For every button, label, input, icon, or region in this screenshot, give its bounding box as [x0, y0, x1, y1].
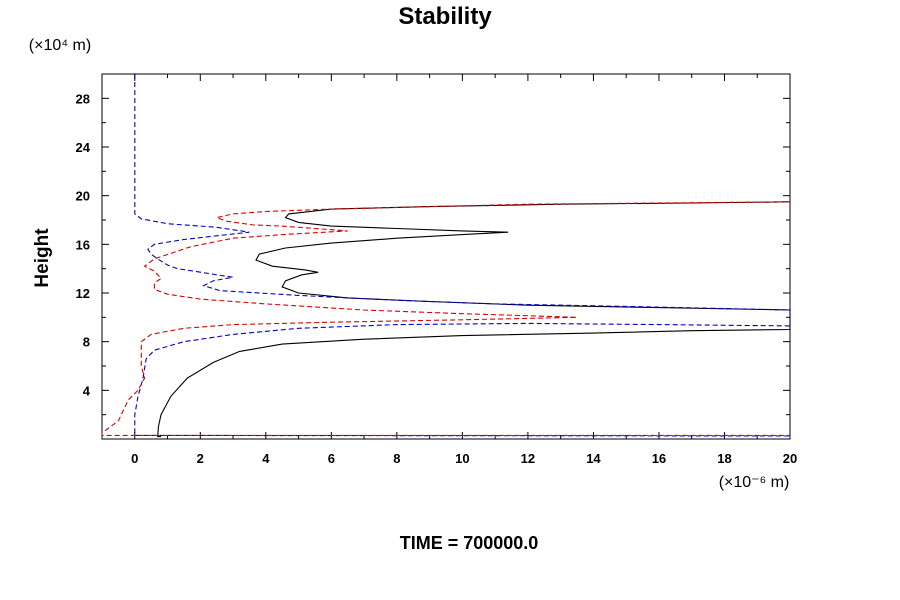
- x-tick-label: 12: [521, 451, 535, 466]
- series-layer: [101, 74, 791, 438]
- y-tick-label: 20: [76, 189, 90, 204]
- y-unit-label: (×10⁴ m): [29, 37, 91, 54]
- x-tick-label: 2: [197, 451, 204, 466]
- plot-frame: [101, 73, 791, 440]
- x-unit-label: (×10⁻⁶ m): [719, 474, 790, 491]
- x-tick-label: 18: [717, 451, 731, 466]
- series-line-3: [101, 201, 791, 436]
- x-tick-label: 20: [783, 451, 797, 466]
- x-tick-label: 0: [131, 451, 138, 466]
- y-tick-label: 24: [76, 140, 91, 155]
- series-line-1: [157, 201, 791, 438]
- x-tick-label: 8: [393, 451, 400, 466]
- x-tick-label: 14: [586, 451, 601, 466]
- time-label: TIME = 700000.0: [400, 533, 539, 553]
- y-tick-label: 12: [76, 286, 90, 301]
- y-tick-label: 28: [76, 91, 90, 106]
- y-tick-label: 16: [76, 237, 90, 252]
- y-axis-label: Height: [32, 228, 53, 288]
- x-tick-label: 4: [262, 451, 270, 466]
- x-tick-label: 16: [652, 451, 666, 466]
- x-tick-label: 10: [455, 451, 469, 466]
- y-tick-label: 4: [83, 383, 91, 398]
- x-tick-label: 6: [328, 451, 335, 466]
- y-tick-label: 8: [83, 335, 90, 350]
- series-line-2: [134, 74, 791, 437]
- chart-title: Stability: [398, 3, 492, 30]
